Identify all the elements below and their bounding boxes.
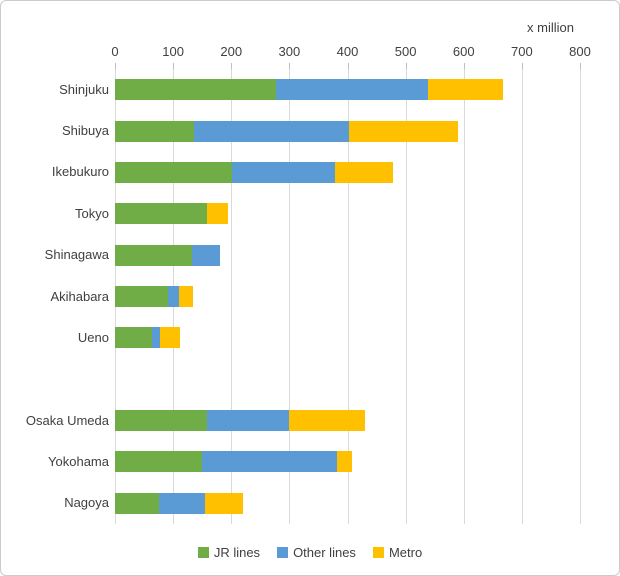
bar-segment-jr-lines — [115, 327, 153, 349]
bar-segment-other-lines — [206, 410, 290, 432]
bar-segment-other-lines — [232, 161, 336, 183]
category-label-ikebukuro: Ikebukuro — [51, 164, 109, 180]
axis-tick-label: 800 — [569, 44, 591, 59]
axis-tick — [463, 63, 465, 69]
bar-segment-jr-lines — [115, 120, 195, 142]
legend-label-metro: Metro — [388, 545, 423, 560]
category-label-shinagawa: Shinagawa — [44, 247, 109, 263]
gridline — [521, 69, 523, 524]
legend: JR lines Other lines Metro — [1, 545, 619, 560]
axis-tick-label: 300 — [278, 44, 301, 59]
bar-segment-other-lines — [167, 286, 179, 307]
bar-segment-other-lines — [202, 451, 338, 473]
category-label-tokyo: Tokyo — [75, 205, 109, 221]
gridline — [580, 69, 581, 524]
bar-segment-metro — [427, 79, 503, 101]
bar-segment-jr-lines — [115, 286, 168, 307]
legend-label-jr-lines: JR lines — [213, 545, 261, 560]
bar-segment-metro — [289, 410, 365, 432]
axis-tick — [173, 63, 175, 69]
legend-swatch-other-lines — [277, 547, 289, 558]
category-label-shibuya: Shibuya — [62, 123, 109, 139]
bar-segment-jr-lines — [115, 161, 233, 183]
axis-tick-label: 200 — [220, 44, 243, 59]
legend-label-other-lines: Other lines — [293, 545, 356, 560]
bar-segment-other-lines — [191, 244, 221, 266]
gridline — [463, 69, 465, 524]
axis-tick — [521, 63, 523, 69]
bar-segment-jr-lines — [115, 410, 207, 432]
axis-tick-label: 500 — [394, 44, 417, 59]
gridline — [289, 69, 291, 524]
bar-segment-metro — [337, 451, 353, 473]
axis-tick — [115, 63, 116, 69]
bar-segment-jr-lines — [115, 492, 159, 514]
axis-tick — [231, 63, 233, 69]
bar-segment-metro — [159, 327, 180, 349]
axis-tick — [580, 63, 581, 69]
legend-item-metro: Metro — [372, 545, 423, 560]
legend-item-other-lines: Other lines — [277, 545, 356, 560]
category-label-yokohama: Yokohama — [48, 453, 109, 469]
axis-tick-label: 700 — [511, 44, 533, 59]
bar-segment-metro — [205, 492, 244, 514]
bar-segment-metro — [335, 161, 393, 183]
axis-unit-label: x million — [527, 20, 574, 35]
axis-tick — [405, 63, 407, 69]
category-label-ueno: Ueno — [77, 329, 109, 345]
axis-tick-label: 0 — [111, 44, 119, 59]
bar-segment-jr-lines — [115, 451, 203, 473]
bar-segment-jr-lines — [115, 79, 276, 101]
axis-tick-label: 100 — [162, 44, 184, 59]
category-label-osaka-umeda: Osaka Umeda — [25, 412, 109, 428]
axis-tick-label: 600 — [452, 44, 475, 59]
gridline — [405, 69, 407, 524]
gridline — [347, 69, 349, 524]
legend-swatch-jr-lines — [197, 547, 209, 558]
bar-segment-metro — [206, 203, 228, 225]
bar-segment-jr-lines — [115, 244, 192, 266]
bar-segment-metro — [348, 120, 458, 142]
category-label-nagoya: Nagoya — [64, 495, 109, 511]
axis-tick-label: 400 — [336, 44, 359, 59]
bar-segment-other-lines — [276, 79, 428, 101]
axis-tick — [347, 63, 349, 69]
bar-segment-other-lines — [158, 492, 206, 514]
bar-segment-metro — [178, 286, 193, 307]
axis-tick — [289, 63, 291, 69]
category-label-akihabara: Akihabara — [50, 288, 109, 304]
legend-item-jr-lines: JR lines — [197, 545, 261, 560]
bar-segment-jr-lines — [115, 203, 207, 225]
bar-segment-other-lines — [152, 327, 160, 349]
category-label-shinjuku: Shinjuku — [59, 81, 109, 97]
bar-segment-other-lines — [194, 120, 349, 142]
gridline — [231, 69, 233, 524]
legend-swatch-metro — [372, 547, 384, 558]
